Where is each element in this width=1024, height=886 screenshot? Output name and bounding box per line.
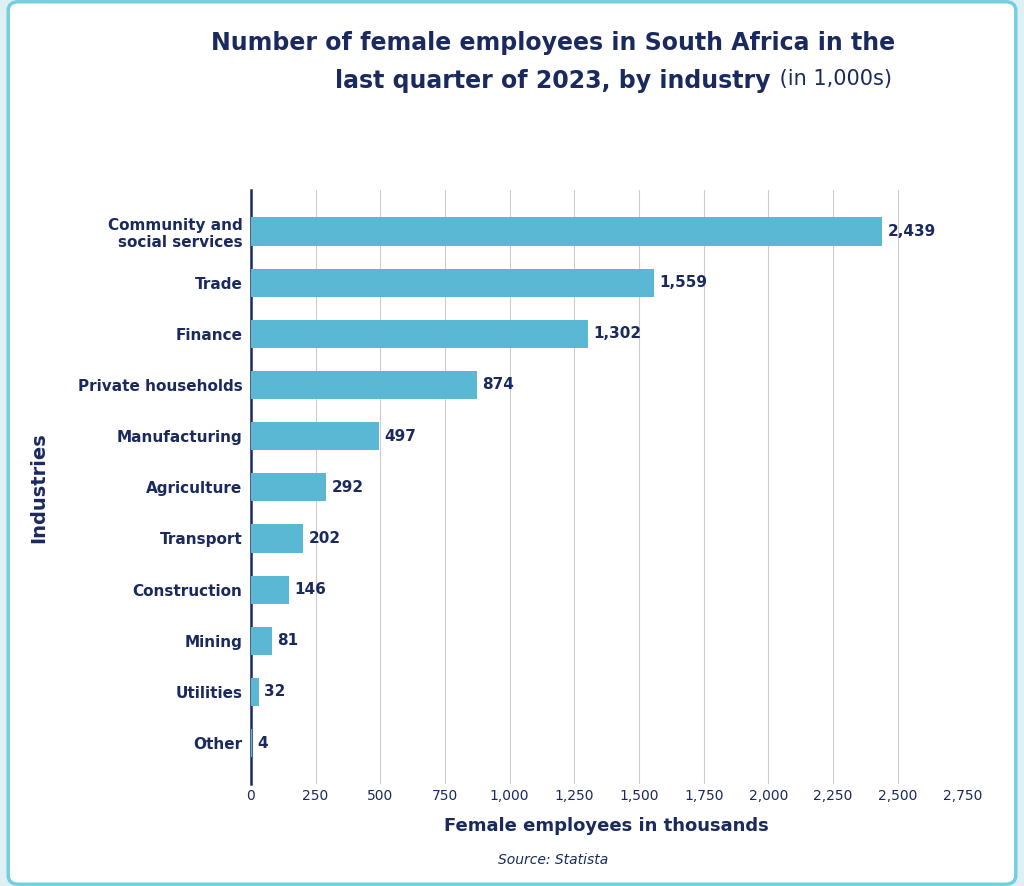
Text: last quarter of 2023, by industry: last quarter of 2023, by industry (335, 69, 771, 93)
Text: 1,559: 1,559 (659, 276, 708, 291)
Bar (251, 729, 252, 758)
Text: 2,439: 2,439 (887, 224, 936, 239)
Text: 146: 146 (294, 582, 326, 597)
Text: 81: 81 (278, 633, 298, 649)
Bar (251, 678, 259, 706)
X-axis label: Female employees in thousands: Female employees in thousands (444, 817, 769, 835)
Bar (251, 473, 327, 501)
Text: 32: 32 (264, 684, 286, 699)
Text: 292: 292 (332, 480, 364, 494)
Bar (251, 217, 882, 245)
Bar (251, 576, 289, 603)
Bar (251, 268, 654, 297)
Text: Source: Statista: Source: Statista (498, 852, 608, 867)
FancyBboxPatch shape (8, 2, 1016, 884)
Text: 874: 874 (482, 377, 514, 392)
Text: 497: 497 (385, 429, 417, 444)
Text: 4: 4 (257, 735, 267, 750)
Bar (251, 371, 477, 399)
Text: 202: 202 (308, 531, 340, 546)
Text: (in 1,000s): (in 1,000s) (773, 69, 892, 89)
Bar (251, 320, 588, 348)
Bar (251, 525, 303, 553)
Text: Number of female employees in South Africa in the: Number of female employees in South Afri… (211, 31, 895, 55)
Bar (251, 626, 271, 655)
Text: 1,302: 1,302 (593, 326, 641, 341)
Bar (251, 422, 380, 450)
Text: Industries: Industries (30, 432, 48, 542)
